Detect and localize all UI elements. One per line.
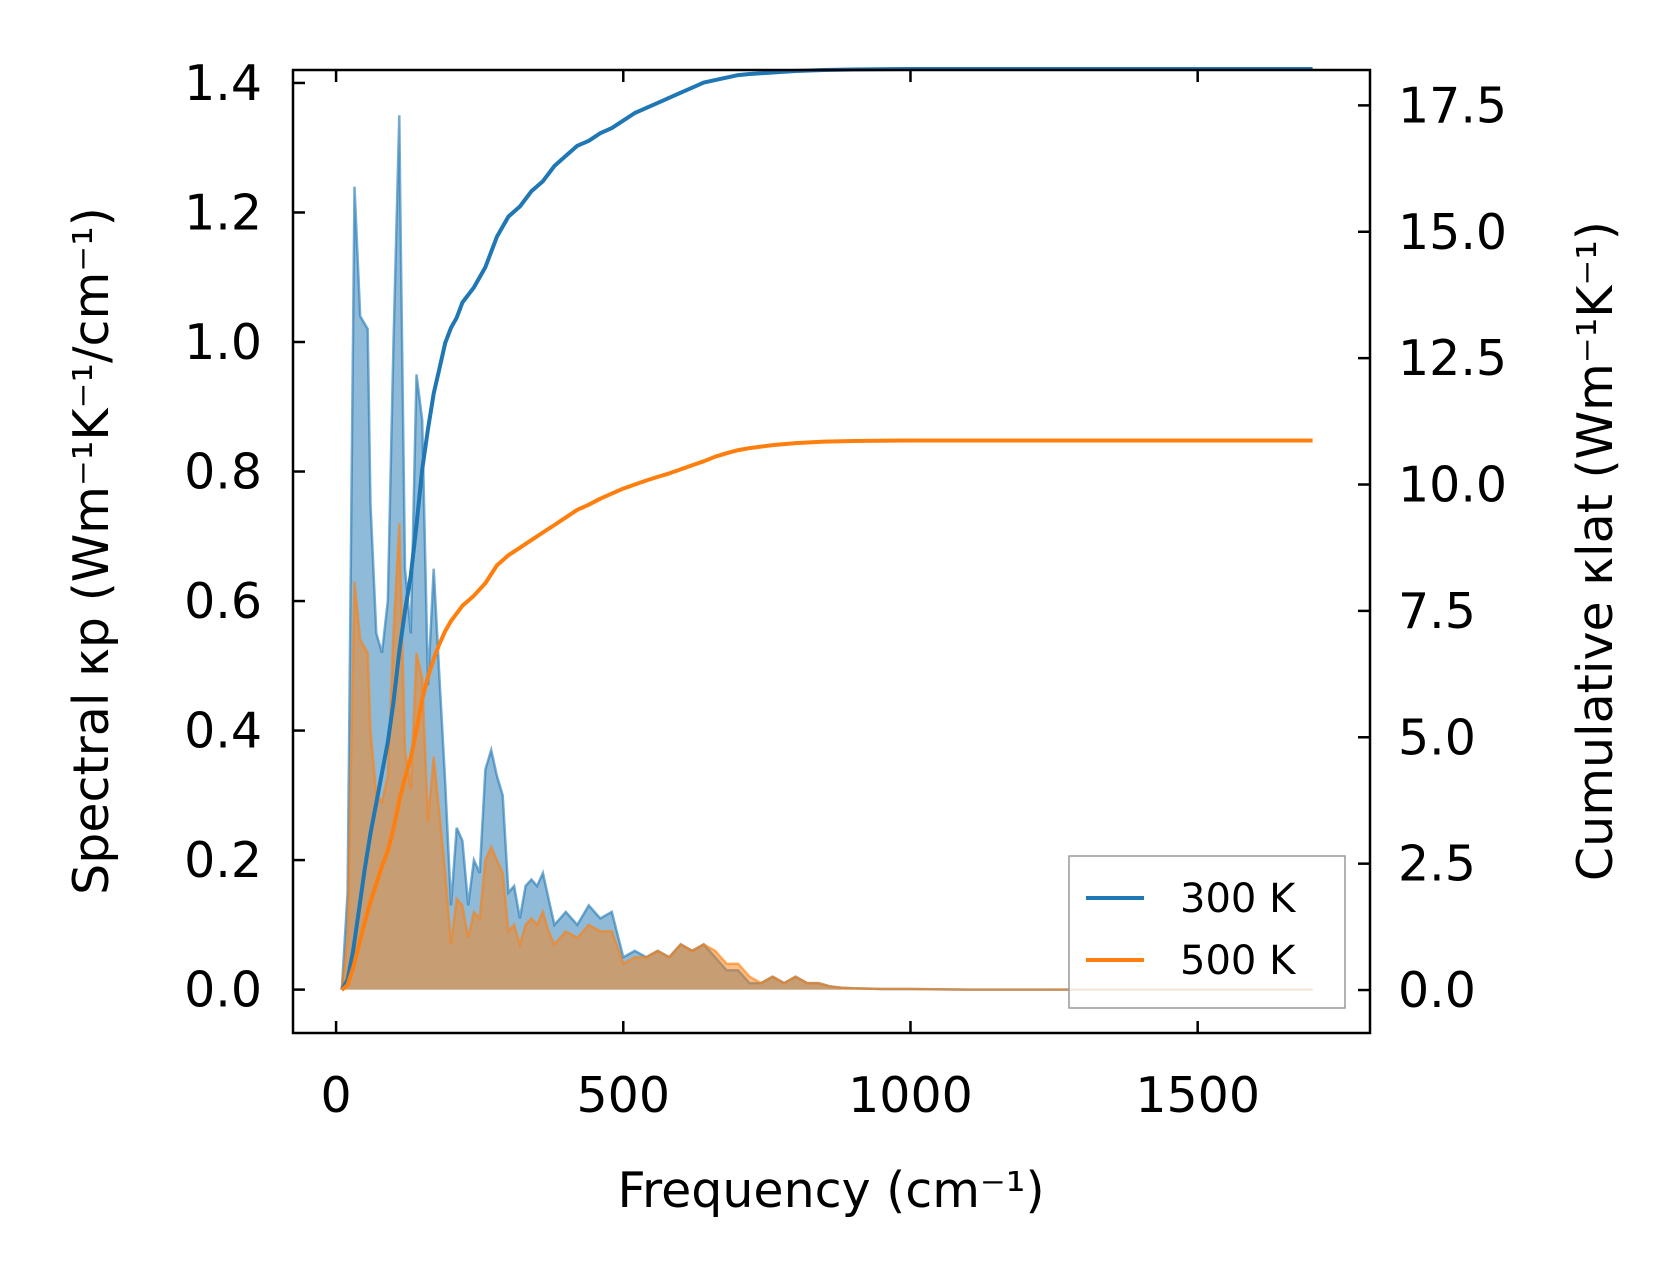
y-left-tick-label: 1.4 <box>184 55 262 112</box>
x-tick-label: 500 <box>577 1067 671 1124</box>
spectral-line-500k <box>340 523 1313 991</box>
tick-group <box>293 70 1370 1033</box>
cumulative-line-500k <box>340 438 1313 992</box>
y-right-tick-label: 2.5 <box>1398 836 1476 893</box>
y-right-tick-label: 12.5 <box>1398 330 1507 387</box>
x-axis-title: Frequency (cm⁻¹) <box>617 1162 1044 1219</box>
y-left-tick-label: 1.2 <box>184 184 262 241</box>
legend-label-500k: 500 K <box>1180 938 1297 984</box>
y-right-tick-label: 0.0 <box>1398 962 1476 1019</box>
y-left-tick-label: 0.0 <box>184 962 262 1019</box>
spectral-area-500k <box>341 523 1313 990</box>
legend-box <box>1068 855 1346 1009</box>
x-tick-label: 1000 <box>848 1067 973 1124</box>
x-tick-label: 1500 <box>1135 1067 1260 1124</box>
y-right-tick-label: 17.5 <box>1398 77 1507 134</box>
y-left-tick-label: 0.8 <box>184 444 262 501</box>
y-left-tick-label: 0.6 <box>184 573 262 630</box>
x-tick-label: 0 <box>320 1067 351 1124</box>
y-left-axis-title: Spectral κp (Wm⁻¹K⁻¹/cm⁻¹) <box>63 207 120 895</box>
y-right-tick-label: 7.5 <box>1398 583 1476 640</box>
y-right-tick-label: 10.0 <box>1398 457 1507 514</box>
tick-label-group: 0 500 1000 1500 0.0 0.2 0.4 0.6 0.8 1.0 1.2 1.4 0.0 2… <box>184 55 1507 1124</box>
y-left-tick-label: 0.2 <box>184 832 262 889</box>
plot-frame <box>291 68 1372 1035</box>
y-right-tick-label: 15.0 <box>1398 204 1507 261</box>
y-left-tick-label: 0.4 <box>184 703 262 760</box>
legend-label-300k: 300 K <box>1180 876 1297 922</box>
y-right-tick-label: 5.0 <box>1398 709 1476 766</box>
y-left-tick-label: 1.0 <box>184 314 262 371</box>
y-right-axis-title: Cumulative κlat (Wm⁻¹K⁻¹) <box>1567 221 1624 881</box>
legend: 300 K 500 K <box>1068 855 1346 1009</box>
